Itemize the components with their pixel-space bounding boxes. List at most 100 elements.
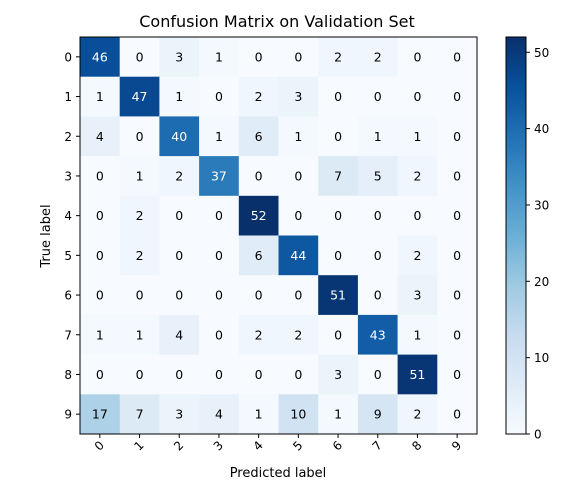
heatmap-cell bbox=[357, 156, 398, 197]
cell-value-label: 0 bbox=[255, 288, 263, 303]
heatmap-cell bbox=[238, 235, 279, 276]
heatmap-cell bbox=[357, 195, 398, 236]
cell-value-label: 7 bbox=[136, 407, 144, 422]
x-axis-label: Predicted label bbox=[230, 466, 327, 481]
heatmap-cell bbox=[80, 354, 120, 395]
cell-value-label: 2 bbox=[334, 49, 342, 64]
cell-value-label: 0 bbox=[294, 49, 302, 64]
cell-value-label: 0 bbox=[215, 288, 223, 303]
cell-value-label: 0 bbox=[374, 288, 382, 303]
cell-value-label: 3 bbox=[294, 89, 302, 104]
heatmap-cell bbox=[357, 394, 398, 435]
heatmap-cell bbox=[80, 235, 120, 276]
heatmap-cell bbox=[119, 235, 160, 276]
cell-value-label: 0 bbox=[255, 168, 263, 183]
heatmap-cell bbox=[238, 156, 279, 197]
cell-value-label: 0 bbox=[374, 208, 382, 223]
x-tick-label: 8 bbox=[409, 438, 424, 453]
heatmap-cell bbox=[278, 156, 319, 197]
cell-value-label: 4 bbox=[175, 327, 183, 342]
heatmap-cell bbox=[119, 156, 160, 197]
heatmap-cell bbox=[357, 314, 398, 355]
y-tick-label: 5 bbox=[64, 249, 72, 263]
colorbar-tick-label: 50 bbox=[534, 46, 549, 60]
colorbar-tick-label: 0 bbox=[534, 428, 542, 442]
cell-value-label: 0 bbox=[453, 89, 461, 104]
heatmap-cell bbox=[238, 195, 279, 236]
heatmap-cell bbox=[397, 235, 438, 276]
x-tick-label: 7 bbox=[370, 438, 385, 453]
cell-value-label: 10 bbox=[290, 407, 306, 422]
heatmap-cell bbox=[278, 76, 319, 117]
y-axis-label: True label bbox=[39, 204, 54, 268]
cell-value-label: 2 bbox=[413, 168, 421, 183]
cell-value-label: 3 bbox=[413, 288, 421, 303]
heatmap-cell bbox=[199, 354, 240, 395]
cell-value-label: 1 bbox=[294, 129, 302, 144]
heatmap-cell bbox=[397, 116, 438, 157]
heatmap-cell bbox=[357, 116, 398, 157]
cell-value-label: 2 bbox=[294, 327, 302, 342]
cell-value-label: 0 bbox=[175, 367, 183, 382]
cell-value-label: 0 bbox=[334, 327, 342, 342]
cell-value-label: 0 bbox=[413, 208, 421, 223]
cell-value-label: 1 bbox=[413, 327, 421, 342]
heatmap-cell bbox=[199, 195, 240, 236]
heatmap-cell bbox=[199, 37, 240, 77]
cell-value-label: 0 bbox=[215, 367, 223, 382]
y-tick-label: 9 bbox=[64, 408, 72, 422]
cell-value-label: 0 bbox=[96, 248, 104, 263]
heatmap-cell bbox=[397, 156, 438, 197]
heatmap-cell bbox=[397, 37, 438, 77]
y-tick-label: 7 bbox=[64, 328, 72, 342]
heatmap-cell bbox=[80, 275, 120, 316]
cell-value-label: 0 bbox=[334, 129, 342, 144]
y-tick-label: 0 bbox=[64, 50, 72, 64]
y-tick-label: 2 bbox=[64, 130, 72, 144]
heatmap-cell bbox=[199, 314, 240, 355]
heatmap-cell bbox=[80, 394, 120, 435]
heatmap-cell bbox=[437, 314, 478, 355]
cell-value-label: 0 bbox=[136, 367, 144, 382]
heatmap-cell bbox=[397, 354, 438, 395]
heatmap-cell bbox=[238, 76, 279, 117]
y-tick-label: 6 bbox=[64, 289, 72, 303]
cell-value-label: 0 bbox=[255, 367, 263, 382]
cell-value-label: 1 bbox=[255, 407, 263, 422]
heatmap-cell bbox=[437, 195, 478, 236]
cell-value-label: 2 bbox=[175, 168, 183, 183]
cell-value-label: 6 bbox=[255, 248, 263, 263]
cell-value-label: 0 bbox=[453, 129, 461, 144]
cell-value-label: 1 bbox=[374, 129, 382, 144]
cell-value-label: 0 bbox=[453, 327, 461, 342]
x-tick-label: 5 bbox=[290, 438, 305, 453]
cell-value-label: 2 bbox=[413, 407, 421, 422]
heatmap-cell bbox=[357, 76, 398, 117]
heatmap-cell bbox=[199, 156, 240, 197]
heatmap-cell bbox=[199, 235, 240, 276]
cell-value-label: 0 bbox=[175, 288, 183, 303]
cell-value-label: 2 bbox=[255, 89, 263, 104]
heatmap-cell bbox=[238, 37, 279, 77]
heatmap-cell bbox=[159, 235, 200, 276]
heatmap-cell bbox=[119, 354, 160, 395]
cell-value-label: 0 bbox=[215, 89, 223, 104]
heatmap-cell bbox=[80, 37, 120, 77]
cell-value-label: 0 bbox=[96, 168, 104, 183]
heatmap-cell bbox=[199, 116, 240, 157]
heatmap-cell bbox=[119, 37, 160, 77]
cell-value-label: 0 bbox=[136, 129, 144, 144]
heatmap-cell bbox=[278, 37, 319, 77]
heatmap-cell bbox=[80, 76, 120, 117]
heatmap-cell bbox=[80, 116, 120, 157]
heatmap-cell bbox=[437, 394, 478, 435]
heatmap-cell bbox=[80, 314, 120, 355]
cell-value-label: 0 bbox=[96, 367, 104, 382]
colorbar-ticks: 0 10 20 30 40 50 bbox=[526, 46, 549, 442]
heatmap-cell bbox=[318, 37, 359, 77]
heatmap-cell bbox=[318, 314, 359, 355]
cell-value-label: 0 bbox=[136, 49, 144, 64]
cell-value-label: 0 bbox=[175, 208, 183, 223]
heatmap-cell bbox=[437, 275, 478, 316]
